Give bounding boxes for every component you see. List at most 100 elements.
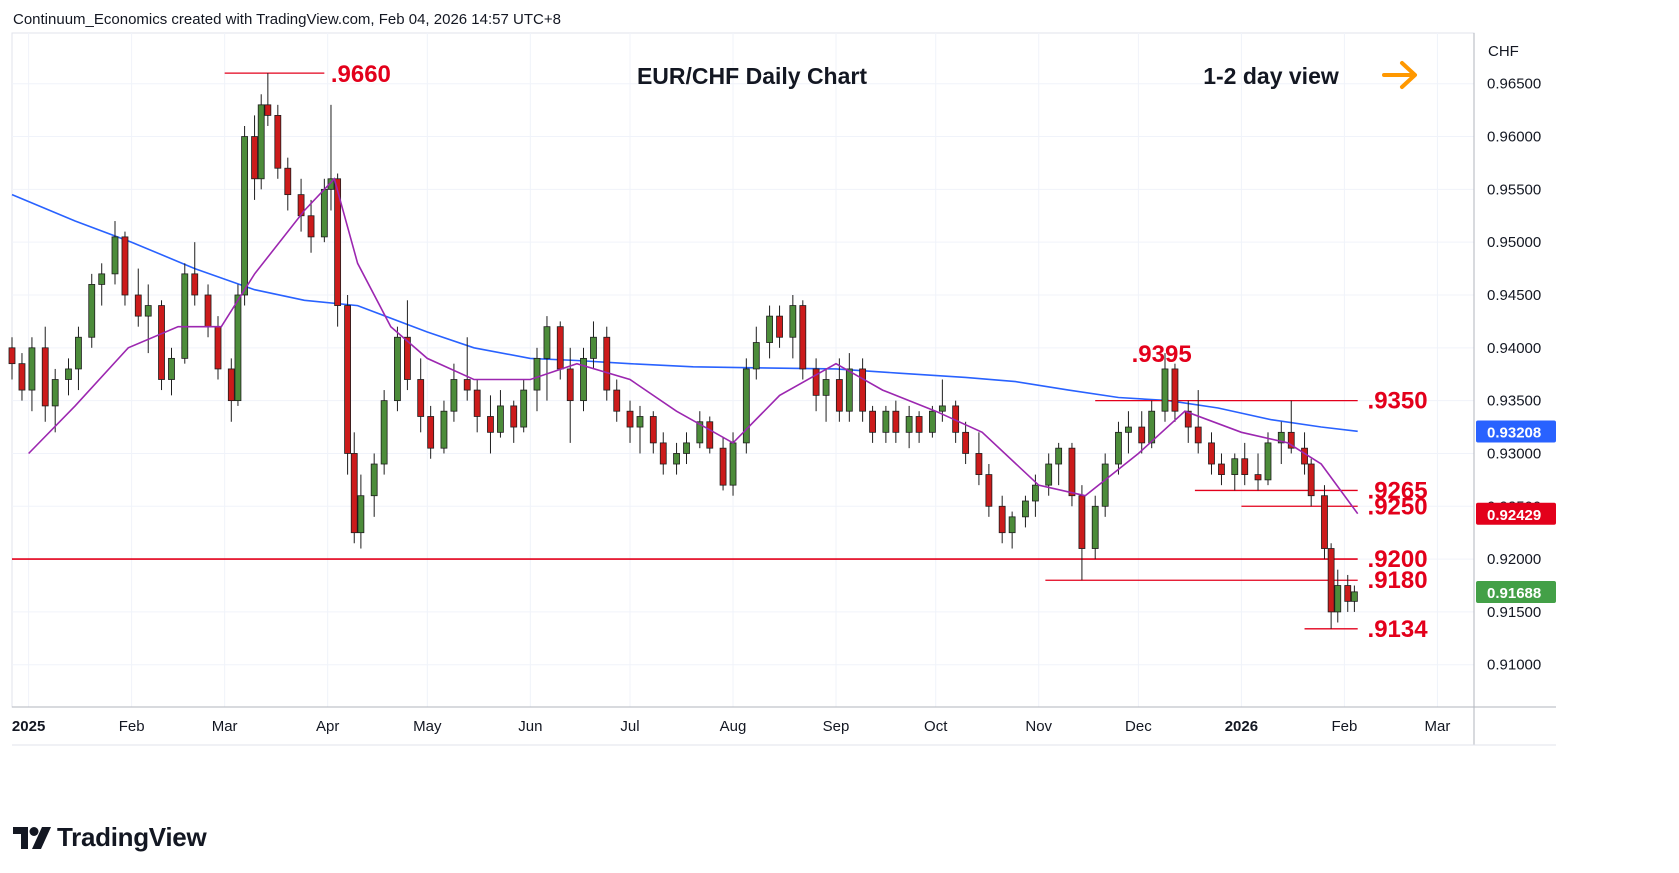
candle-body (1344, 585, 1352, 602)
candle-body (370, 463, 378, 497)
arrow-right-icon (1382, 61, 1417, 89)
candle-body (985, 474, 993, 507)
candle (380, 390, 388, 475)
candle-body (450, 379, 458, 412)
price-badge-label: 0.91688 (1487, 585, 1541, 602)
candle (251, 115, 258, 200)
candle-body (241, 136, 248, 296)
candle-body (835, 379, 843, 412)
candle (350, 432, 358, 544)
candle (307, 199, 315, 253)
candle (191, 242, 199, 306)
candle (799, 300, 807, 380)
candle-body (812, 368, 820, 396)
annotations: .9660 .9395 .9350 .9265.9250 .9200.9180 .9134… (331, 61, 1428, 643)
candle-body (543, 326, 551, 359)
candle (752, 326, 760, 380)
candle (334, 173, 342, 327)
candle (1194, 390, 1202, 454)
candle (696, 411, 704, 449)
y-tick-label: 0.91500 (1487, 604, 1541, 621)
price-badge-bg (1476, 581, 1556, 604)
candle-body (659, 442, 667, 465)
tradingview-logo[interactable]: TradingView (13, 822, 207, 853)
candle (487, 395, 494, 454)
candles[interactable] (8, 73, 1358, 629)
candle-body (257, 104, 265, 180)
candle (121, 231, 129, 306)
candle (181, 263, 189, 364)
candle (264, 73, 272, 126)
candle-body (204, 294, 212, 328)
candle-body (251, 136, 258, 180)
candle (1125, 411, 1132, 454)
candle-body (1045, 463, 1053, 486)
ma-fast (28, 177, 1359, 515)
candle-body (928, 410, 936, 433)
candle (1218, 453, 1225, 486)
candle-body (497, 405, 504, 433)
x-tick-label: 2025 (12, 718, 45, 735)
candle (18, 353, 26, 401)
candle-body (799, 305, 807, 370)
candle (168, 347, 175, 396)
price-badge-label: 0.93208 (1487, 424, 1541, 441)
candle-body (1301, 447, 1308, 465)
candle (1171, 363, 1179, 422)
y-tick-label: 0.95000 (1487, 234, 1541, 251)
candle (274, 104, 282, 179)
chart-credit: Continuum_Economics created with Trading… (13, 11, 561, 28)
candle-body (1287, 431, 1295, 449)
candle (227, 358, 235, 422)
y-tick-label: 0.94500 (1487, 287, 1541, 304)
candle (626, 400, 634, 443)
candle-body (742, 368, 750, 444)
candle-body (404, 336, 411, 380)
candle-body (320, 188, 328, 238)
price-badge-bg (1476, 502, 1556, 525)
candle (204, 284, 212, 338)
candle (1078, 485, 1086, 581)
candle-body (962, 431, 970, 454)
candle-body (357, 495, 365, 534)
candle-body (626, 410, 634, 428)
candle (845, 353, 853, 422)
candle (1327, 543, 1335, 629)
candle (8, 337, 16, 380)
candle (1101, 453, 1109, 517)
candle (1277, 421, 1285, 465)
candle-body (556, 326, 564, 370)
candle-body (776, 315, 783, 338)
candle-body (729, 442, 737, 486)
candle-body (487, 416, 494, 433)
candle-body (1148, 410, 1156, 444)
x-tick-label: Jul (620, 718, 639, 735)
candle (510, 400, 518, 443)
candle (1138, 411, 1146, 454)
x-tick-label: Feb (1331, 718, 1357, 735)
candle-body (227, 368, 235, 402)
candle-body (1078, 495, 1086, 549)
candle-body (683, 442, 690, 454)
candle-body (1241, 458, 1249, 475)
candle-body (636, 416, 644, 428)
candle-body (706, 421, 714, 449)
candle-body (234, 294, 242, 402)
candle-body (1101, 463, 1109, 507)
candle (111, 221, 119, 285)
candle (1321, 485, 1328, 560)
candle-body (168, 357, 175, 380)
y-tick-label: 0.96000 (1487, 129, 1541, 146)
price-badge: 0.93208 (1476, 420, 1556, 443)
candle-body (1022, 500, 1029, 518)
level-label: .9200 (1368, 546, 1428, 573)
candle-body (1231, 458, 1239, 475)
candle (998, 495, 1006, 544)
candle (673, 442, 680, 475)
view-label: 1-2 day view (1203, 63, 1339, 89)
candle (1045, 453, 1053, 496)
candle (1148, 400, 1156, 449)
candle-body (274, 115, 282, 169)
candle (590, 321, 597, 369)
